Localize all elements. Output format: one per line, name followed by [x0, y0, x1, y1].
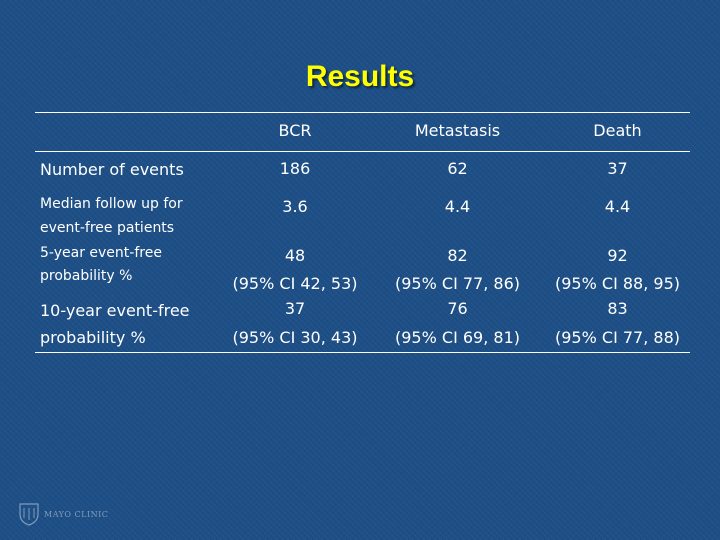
five-year-bcr-ci: (95% CI 42, 53)	[232, 274, 358, 293]
events-bcr-value: 186	[279, 159, 311, 178]
five-year-death-ci: (95% CI 88, 95)	[555, 274, 680, 293]
column-header-metastasis: Metastasis	[414, 121, 501, 140]
ten-year-metastasis-ci: (95% CI 69, 81)	[395, 328, 520, 347]
events-metastasis-value: 62	[447, 159, 468, 178]
events-death-value: 37	[607, 159, 628, 178]
logo-text: MAYO CLINIC	[44, 509, 109, 519]
mayo-clinic-logo: MAYO CLINIC	[18, 502, 108, 526]
ten-year-bcr-value: 37	[284, 299, 306, 318]
followup-death-value: 4.4	[604, 197, 631, 216]
row-label-median-follow-up-line2: event-free patients	[40, 220, 175, 236]
column-header-bcr: BCR	[278, 121, 312, 140]
row-label-10-year-line2: probability %	[40, 328, 146, 347]
row-label-10-year-line1: 10-year event-free	[40, 301, 190, 320]
ten-year-bcr-ci: (95% CI 30, 43)	[232, 328, 358, 347]
row-label-median-follow-up-line1: Median follow up for	[40, 196, 183, 212]
row-label-number-of-events: Number of events	[40, 160, 184, 179]
five-year-metastasis-ci: (95% CI 77, 86)	[395, 274, 520, 293]
column-header-death: Death	[593, 121, 642, 140]
followup-metastasis-value: 4.4	[444, 197, 471, 216]
ten-year-death-value: 83	[607, 299, 628, 318]
five-year-metastasis-value: 82	[447, 246, 468, 265]
row-label-5-year-line2: probability %	[40, 268, 133, 284]
ten-year-metastasis-value: 76	[447, 299, 468, 318]
row-label-5-year-line1: 5-year event-free	[40, 245, 162, 261]
slide-title: Results	[305, 60, 415, 93]
five-year-bcr-value: 48	[284, 246, 306, 265]
table-top-rule	[35, 112, 690, 113]
ten-year-death-ci: (95% CI 77, 88)	[555, 328, 680, 347]
mayo-shield-icon	[19, 503, 39, 526]
table-bottom-rule	[35, 352, 690, 353]
five-year-death-value: 92	[607, 246, 628, 265]
followup-bcr-value: 3.6	[282, 197, 308, 216]
header-rule	[35, 151, 690, 152]
